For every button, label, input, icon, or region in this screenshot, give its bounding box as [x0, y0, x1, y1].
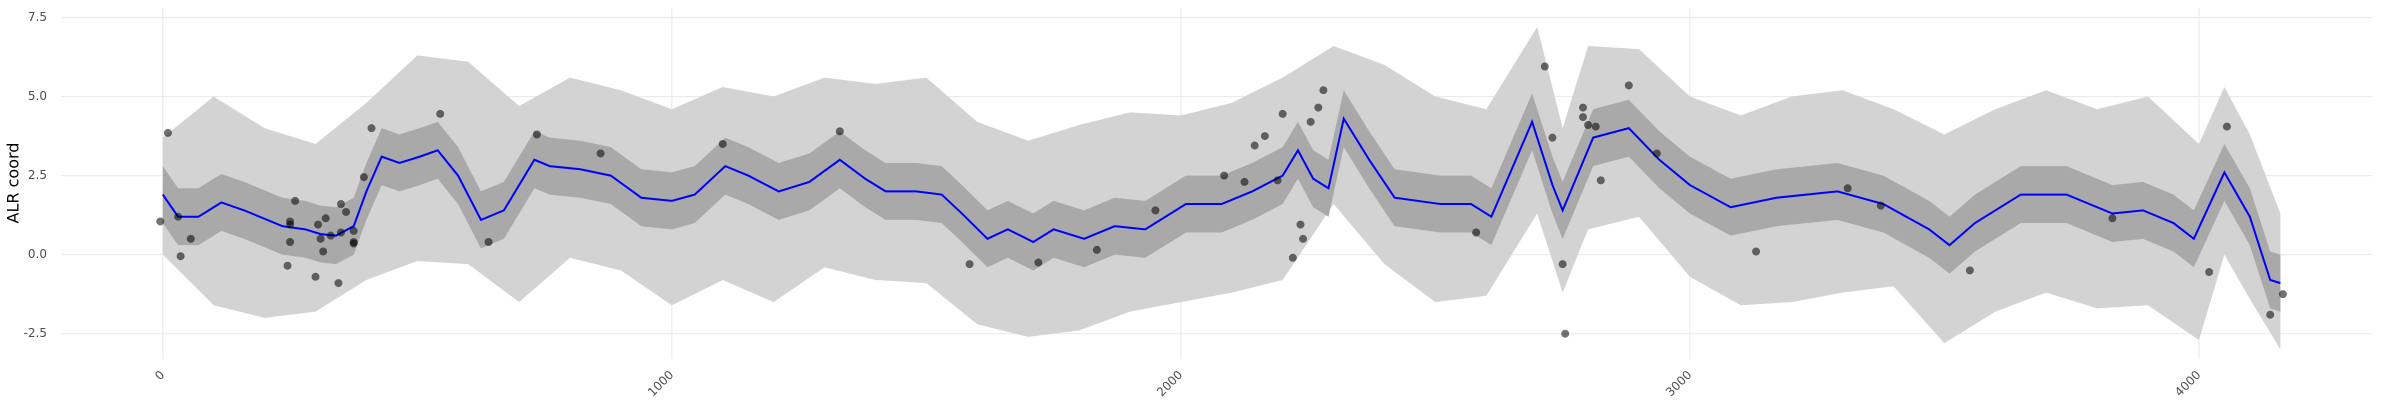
data-point — [1273, 176, 1282, 185]
data-point — [1540, 62, 1549, 71]
data-point — [1034, 258, 1043, 267]
y-tick-label: 5.0 — [28, 89, 47, 103]
data-point — [321, 214, 330, 223]
data-point — [1278, 109, 1287, 118]
data-point — [1306, 117, 1315, 126]
data-point — [283, 261, 292, 270]
data-point — [326, 231, 335, 240]
y-axis-label: ALR coord — [4, 143, 23, 224]
data-point — [2222, 122, 2231, 131]
confidence-band — [162, 90, 2281, 312]
data-point — [2278, 290, 2287, 299]
data-point — [156, 217, 165, 226]
data-point — [1314, 103, 1323, 112]
data-point — [349, 239, 358, 248]
x-tick-label: 1000 — [645, 368, 676, 399]
data-point — [359, 173, 368, 182]
y-tick-label: -2.5 — [24, 326, 47, 340]
data-point — [835, 127, 844, 136]
data-point — [532, 130, 541, 139]
x-tick-label: 4000 — [2172, 368, 2203, 399]
data-point — [1843, 184, 1852, 193]
data-point — [1876, 201, 1885, 210]
data-point — [336, 200, 345, 209]
data-point — [291, 196, 300, 205]
data-point — [319, 247, 328, 256]
y-tick-label: 0.0 — [28, 247, 47, 261]
data-point — [484, 238, 493, 246]
y-tick-label: 7.5 — [28, 10, 47, 24]
data-point — [2108, 214, 2117, 223]
data-point — [1240, 177, 1249, 186]
data-point — [1260, 132, 1269, 141]
data-point — [1752, 247, 1761, 256]
data-point — [334, 279, 343, 288]
data-point — [163, 128, 172, 137]
data-point — [1561, 329, 1570, 338]
data-point — [1579, 103, 1588, 112]
data-point — [336, 228, 345, 237]
data-point — [2266, 310, 2275, 319]
data-point — [1584, 121, 1593, 129]
data-point — [718, 139, 727, 148]
data-point — [1965, 266, 1974, 275]
data-point — [1579, 113, 1588, 122]
data-point — [2205, 268, 2214, 277]
data-point — [1624, 81, 1633, 90]
data-point — [1652, 149, 1661, 158]
data-point — [186, 234, 195, 243]
data-point — [367, 124, 376, 133]
data-point — [1250, 141, 1259, 150]
data-point — [1220, 171, 1229, 180]
data-point — [1288, 253, 1297, 262]
data-point — [349, 226, 358, 235]
data-point — [1319, 86, 1328, 95]
data-point — [174, 212, 183, 221]
data-point — [596, 149, 605, 158]
data-point — [1472, 228, 1481, 237]
x-tick-label: 3000 — [1663, 368, 1694, 399]
data-point — [286, 220, 295, 229]
data-point — [1092, 245, 1101, 254]
data-point — [176, 252, 185, 261]
data-point — [286, 238, 295, 246]
data-point — [1299, 234, 1308, 243]
data-point — [1151, 206, 1160, 215]
data-point — [342, 207, 351, 216]
y-tick-label: 2.5 — [28, 168, 47, 182]
data-point — [314, 220, 323, 229]
data-point — [316, 234, 325, 243]
data-point — [965, 260, 974, 269]
data-point — [1548, 133, 1557, 142]
data-point — [311, 272, 320, 281]
data-point — [1596, 176, 1605, 185]
data-point — [1296, 220, 1305, 229]
x-tick-label: 0 — [152, 368, 167, 383]
data-point — [1591, 122, 1600, 131]
data-point — [436, 109, 445, 118]
data-point — [1558, 260, 1567, 269]
x-tick-label: 2000 — [1154, 368, 1185, 399]
